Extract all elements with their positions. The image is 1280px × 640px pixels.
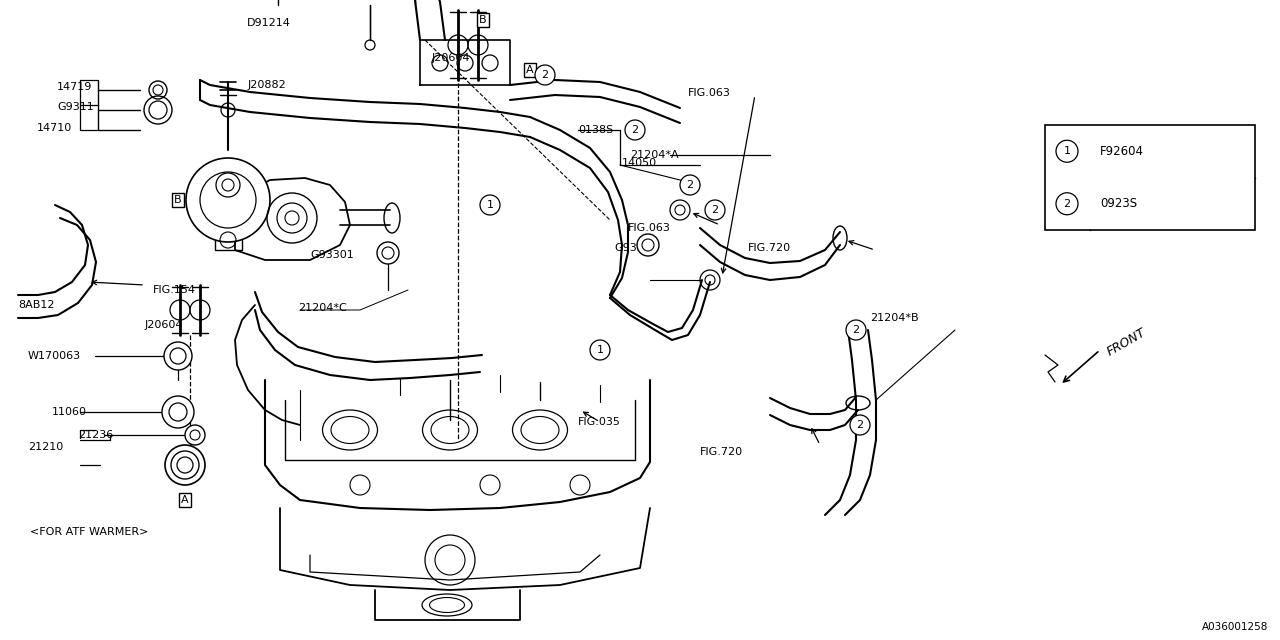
Text: 21204*A: 21204*A xyxy=(630,150,678,160)
Text: 1: 1 xyxy=(486,200,494,210)
Text: 21236: 21236 xyxy=(78,430,113,440)
Circle shape xyxy=(1056,193,1078,215)
Circle shape xyxy=(164,342,192,370)
Text: 2: 2 xyxy=(686,180,694,190)
Text: 14719: 14719 xyxy=(58,82,92,92)
Text: 2: 2 xyxy=(852,325,860,335)
Text: FIG.063: FIG.063 xyxy=(628,223,671,233)
Circle shape xyxy=(705,200,724,220)
Text: 21210: 21210 xyxy=(28,442,63,452)
Text: FIG.154: FIG.154 xyxy=(154,285,196,295)
Circle shape xyxy=(680,175,700,195)
Bar xyxy=(1044,125,1254,230)
Text: J20882: J20882 xyxy=(248,80,287,90)
Circle shape xyxy=(378,242,399,264)
Text: 1: 1 xyxy=(1064,147,1070,156)
Text: W170063: W170063 xyxy=(28,351,81,361)
Text: G93301: G93301 xyxy=(310,250,353,260)
Text: F92604: F92604 xyxy=(1100,145,1144,157)
Circle shape xyxy=(480,195,500,215)
Text: 2: 2 xyxy=(1064,199,1070,209)
Text: D91214: D91214 xyxy=(247,18,291,28)
Text: FRONT: FRONT xyxy=(1105,326,1148,358)
Text: G93301: G93301 xyxy=(614,243,658,253)
Circle shape xyxy=(165,445,205,485)
Text: A036001258: A036001258 xyxy=(1202,622,1268,632)
Text: 2: 2 xyxy=(631,125,639,135)
Text: FIG.063: FIG.063 xyxy=(689,88,731,98)
Text: 8AB12: 8AB12 xyxy=(18,300,55,310)
Circle shape xyxy=(625,120,645,140)
Circle shape xyxy=(186,158,270,242)
Text: J20604: J20604 xyxy=(433,53,471,63)
Text: B: B xyxy=(479,15,486,25)
Circle shape xyxy=(637,234,659,256)
Circle shape xyxy=(163,396,195,428)
Circle shape xyxy=(186,425,205,445)
Circle shape xyxy=(669,200,690,220)
Text: J20604: J20604 xyxy=(145,320,183,330)
Text: <FOR ATF WARMER>: <FOR ATF WARMER> xyxy=(29,527,148,537)
Circle shape xyxy=(1056,140,1078,163)
Circle shape xyxy=(846,320,867,340)
Text: A: A xyxy=(526,65,534,75)
Text: 21204*C: 21204*C xyxy=(298,303,347,313)
Text: 0138S: 0138S xyxy=(579,125,613,135)
Text: 21204*B: 21204*B xyxy=(870,313,919,323)
Text: 2: 2 xyxy=(541,70,549,80)
Text: 14710: 14710 xyxy=(37,123,72,133)
Text: 11060: 11060 xyxy=(52,407,87,417)
Text: G9311: G9311 xyxy=(58,102,93,112)
Text: FIG.035: FIG.035 xyxy=(579,417,621,427)
Text: B: B xyxy=(174,195,182,205)
Circle shape xyxy=(850,415,870,435)
Text: FIG.720: FIG.720 xyxy=(748,243,791,253)
Text: FIG.450: FIG.450 xyxy=(215,200,259,210)
Circle shape xyxy=(590,340,611,360)
Text: 0923S: 0923S xyxy=(1100,197,1137,211)
Text: 14050: 14050 xyxy=(622,158,657,168)
Circle shape xyxy=(535,65,556,85)
Text: 2: 2 xyxy=(856,420,864,430)
Text: 1: 1 xyxy=(596,345,603,355)
Text: FIG.720: FIG.720 xyxy=(700,447,744,457)
Text: 2: 2 xyxy=(712,205,718,215)
Text: A: A xyxy=(182,495,189,505)
